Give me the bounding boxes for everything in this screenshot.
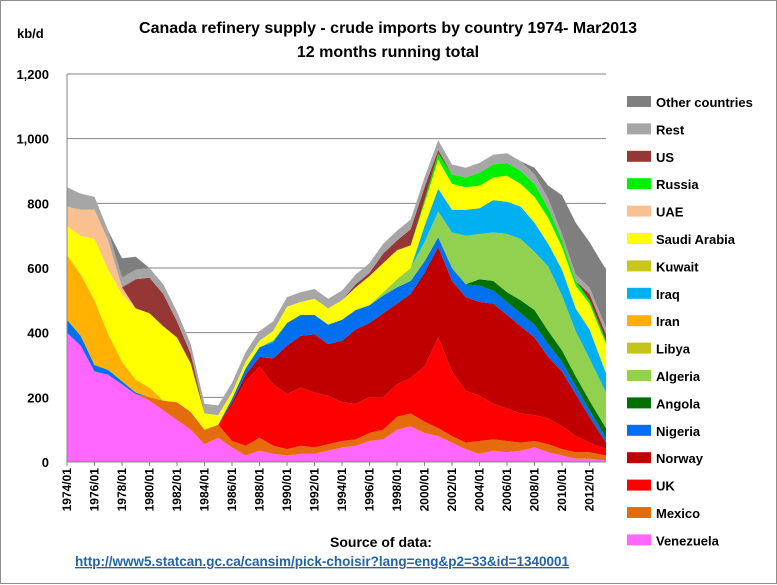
x-tick-label: 1992/01 (308, 468, 322, 512)
legend-swatch-iran (627, 315, 651, 327)
legend-swatch-uk (627, 479, 651, 491)
legend-label-venezuela: Venezuela (656, 533, 720, 548)
axes (66, 74, 606, 463)
legend-label-uk: UK (656, 479, 675, 494)
x-tick-label: 1974/01 (60, 468, 74, 512)
x-tick-labels: 1974/01 1976/01 1978/01 1980/01 1982/01 1984/… (60, 462, 597, 511)
y-tick-label: 600 (27, 261, 49, 276)
legend-swatch-saudi-arabia (627, 233, 651, 244)
source-link[interactable]: http://www5.statcan.gc.ca/cansim/pick-ch… (75, 554, 570, 569)
legend-label-angola: Angola (656, 396, 701, 411)
y-tick-label: 200 (27, 390, 49, 405)
legend-label-nigeria: Nigeria (656, 424, 701, 439)
source-label: Source of data: (330, 534, 432, 550)
y-tick-label: 800 (27, 196, 49, 211)
x-tick-label: 2012/01 (583, 468, 597, 512)
area-venezuela (67, 332, 606, 462)
legend-swatch-rest (627, 123, 651, 135)
x-tick-label: 2008/01 (528, 468, 542, 512)
x-tick-label: 1998/01 (390, 468, 404, 512)
legend-label-iran: Iran (656, 314, 680, 329)
legend-swatch-other-countries (627, 96, 651, 107)
y-tick-labels: 0 200 400 600 800 1,000 1,200 (16, 67, 49, 470)
legend-swatch-kuwait (627, 260, 651, 272)
x-tick-label: 1982/01 (170, 468, 184, 512)
area-nigeria (67, 237, 606, 443)
y-tick-label: 0 (42, 455, 49, 470)
x-tick-label: 2004/01 (473, 468, 487, 512)
x-tick-label: 2002/01 (445, 468, 459, 512)
x-tick-label: 1996/01 (363, 468, 377, 512)
legend: Other countries Rest US Russia UAE Saudi Arab… (627, 95, 753, 548)
x-tick-label: 2010/01 (555, 468, 569, 512)
legend-label-mexico: Mexico (656, 506, 700, 521)
legend-swatch-iraq (627, 287, 651, 299)
x-tick-label: 1988/01 (253, 468, 267, 512)
y-tick-label: 1,200 (16, 67, 49, 82)
legend-label-kuwait: Kuwait (656, 259, 699, 274)
x-tick-label: 1994/01 (335, 468, 349, 512)
legend-swatch-russia (627, 178, 651, 190)
legend-label-other-countries: Other countries (656, 95, 753, 110)
legend-swatch-mexico (627, 507, 651, 518)
legend-label-saudi-arabia: Saudi Arabia (656, 232, 736, 247)
area-algeria (67, 211, 606, 430)
legend-label-uae: UAE (656, 205, 684, 220)
legend-label-us: US (656, 150, 674, 165)
legend-swatch-venezuela (627, 534, 651, 546)
y-tick-label: 1,000 (16, 132, 49, 147)
x-tick-label: 1984/01 (198, 468, 212, 512)
x-tick-label: 1978/01 (115, 468, 129, 512)
x-tick-label: 2006/01 (500, 468, 514, 512)
legend-label-rest: Rest (656, 122, 685, 137)
chart-subtitle: 12 months running total (297, 44, 479, 61)
area-uk (67, 332, 606, 456)
legend-swatch-angola (627, 397, 651, 409)
x-tick-label: 1990/01 (280, 468, 294, 512)
legend-label-libya: Libya (656, 342, 691, 357)
legend-swatch-norway (627, 452, 651, 464)
legend-swatch-us (627, 150, 651, 162)
legend-swatch-libya (627, 342, 651, 354)
legend-label-norway: Norway (656, 451, 704, 466)
area-norway (67, 247, 606, 450)
legend-label-russia: Russia (656, 177, 699, 192)
y-axis-unit-label: kb/d (17, 26, 44, 41)
x-tick-label: 1980/01 (143, 468, 157, 512)
legend-label-iraq: Iraq (656, 287, 680, 302)
chart-title: Canada refinery supply - crude imports b… (139, 20, 637, 37)
x-tick-label: 1976/01 (88, 468, 102, 512)
stacked-areas (67, 140, 606, 462)
legend-label-algeria: Algeria (656, 369, 701, 384)
x-tick-label: 1986/01 (225, 468, 239, 512)
x-tick-label: 2000/01 (418, 468, 432, 512)
legend-swatch-algeria (627, 370, 651, 381)
legend-swatch-uae (627, 205, 651, 217)
area-mexico (67, 332, 606, 461)
legend-swatch-nigeria (627, 424, 651, 436)
y-tick-label: 400 (27, 326, 49, 341)
